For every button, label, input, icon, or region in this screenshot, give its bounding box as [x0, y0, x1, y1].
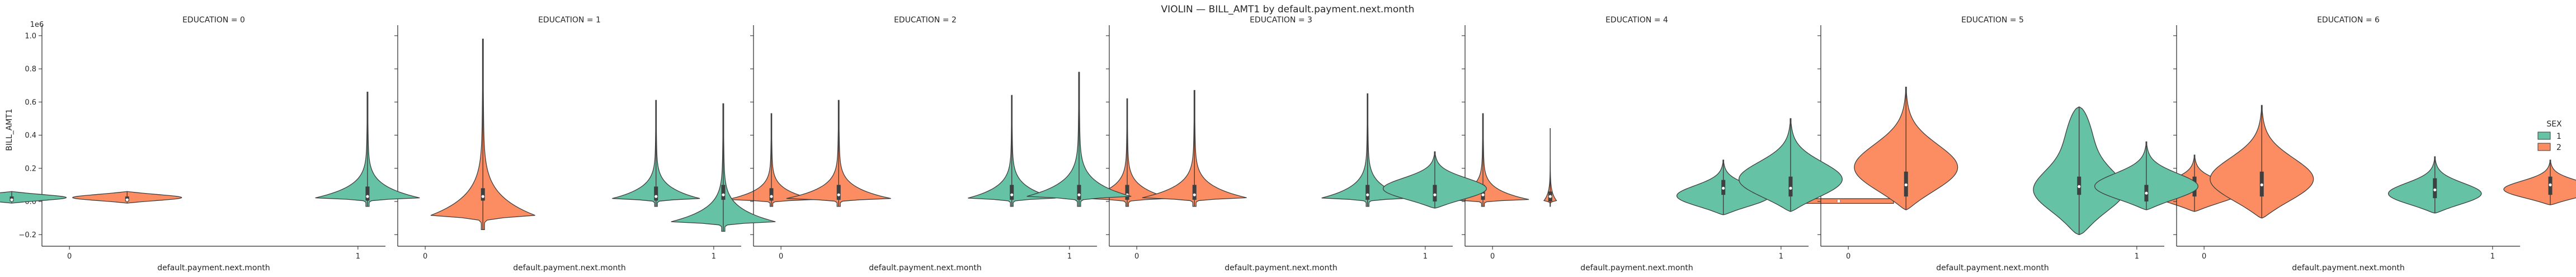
facet-panel-3: 0 1 default.payment.next.month EDUCATION = … — [1026, 16, 1529, 273]
facet-title: EDUCATION = 3 — [1250, 16, 1312, 25]
x-tick-label: 1 — [1423, 252, 1428, 261]
y-tick-label: 0.4 — [25, 132, 36, 140]
facet-title: EDUCATION = 0 — [182, 16, 245, 25]
violin-edu6-cat1-sex2 — [2503, 159, 2576, 205]
facet-panel-6: 0 1 default.payment.next.month EDUCATION = … — [2094, 16, 2576, 273]
violin-median — [1193, 193, 1196, 196]
violin-iqr-box — [1788, 176, 1793, 197]
y-tick-label: 1.0 — [25, 32, 36, 40]
facet-title: EDUCATION = 1 — [538, 16, 601, 25]
violin-median — [770, 195, 773, 198]
x-tick-label: 1 — [712, 252, 716, 261]
violin-median — [837, 193, 840, 196]
facet-title: EDUCATION = 4 — [1605, 16, 1668, 25]
legend: SEX 1 2 — [2537, 120, 2562, 152]
y-tick-label: 0.6 — [25, 98, 36, 107]
violin-median — [1837, 199, 1840, 203]
facet-title: EDUCATION = 2 — [894, 16, 957, 25]
y-tick-label: −0.2 — [18, 231, 36, 240]
legend-swatch-2 — [2537, 143, 2551, 151]
violin-median — [2078, 185, 2081, 188]
x-tick-label: 0 — [1846, 252, 1850, 261]
x-tick-label: 1 — [2490, 252, 2495, 261]
legend-label-2: 2 — [2556, 143, 2561, 152]
x-axis-label: default.payment.next.month — [513, 264, 625, 273]
violin-median — [481, 195, 484, 198]
facet-panel-2: 0 1 default.payment.next.month EDUCATION = … — [671, 16, 1171, 273]
legend-swatch-1 — [2537, 132, 2551, 140]
violin-iqr-box — [1125, 185, 1129, 200]
x-tick-label: 0 — [779, 252, 783, 261]
violin-median — [1789, 186, 1792, 190]
violin-median — [2549, 183, 2552, 187]
x-axis-label: default.payment.next.month — [1580, 264, 1693, 273]
x-tick-label: 0 — [2202, 252, 2206, 261]
y-axis-label: BILL_AMT1 — [5, 109, 14, 151]
violin-median — [722, 193, 725, 196]
figure-title: VIOLIN — BILL_AMT1 by default.payment.ne… — [1161, 4, 1415, 15]
violin-median — [1433, 193, 1437, 196]
violin-median — [1904, 183, 1908, 187]
violin-median — [654, 195, 658, 198]
violin-iqr-box — [481, 188, 485, 201]
violin-median — [2145, 191, 2148, 195]
violin-iqr-box — [769, 188, 774, 201]
y-tick-label: 0.2 — [25, 165, 36, 173]
facet-panel-5: 0 1 default.payment.next.month EDUCATION = … — [1738, 16, 2241, 273]
violin-iqr-box — [1077, 185, 1081, 200]
facet-title: EDUCATION = 6 — [2317, 16, 2380, 25]
violin-median — [2260, 183, 2263, 187]
y-offset-label: 1e6 — [30, 21, 44, 29]
legend-title: SEX — [2546, 120, 2562, 129]
x-axis-label: default.payment.next.month — [157, 264, 270, 273]
violin-median — [1722, 186, 1725, 190]
x-tick-label: 0 — [423, 252, 427, 261]
violin-iqr-box — [365, 186, 370, 201]
facet-panels: −0.20.00.20.40.60.81.00 1default.payment.… — [0, 16, 2576, 273]
violin-median — [366, 195, 369, 198]
violin-median — [1077, 193, 1081, 196]
violin-iqr-box — [721, 185, 726, 200]
y-tick-label: 0.8 — [25, 65, 36, 74]
violin-median — [2433, 188, 2437, 191]
violin-iqr-box — [1010, 185, 1014, 200]
x-tick-label: 1 — [356, 252, 360, 261]
violin-iqr-box — [1365, 185, 1370, 200]
x-tick-label: 0 — [1490, 252, 1495, 261]
x-axis-label: default.payment.next.month — [1225, 264, 1337, 273]
x-tick-label: 1 — [1779, 252, 1783, 261]
facet-title: EDUCATION = 5 — [1961, 16, 2024, 25]
legend-label-1: 1 — [2556, 132, 2561, 141]
facet-panel-4: 0 1 default.payment.next.month EDUCATION = … — [1382, 16, 1894, 273]
x-axis-label: default.payment.next.month — [869, 264, 981, 273]
x-axis-label: default.payment.next.month — [2292, 264, 2404, 273]
facet-panel-1: 0 1 default.payment.next.month EDUCATION = … — [315, 16, 816, 273]
violin-median — [125, 198, 129, 201]
violin-iqr-box — [2433, 178, 2437, 199]
x-axis-label: default.payment.next.month — [1936, 264, 2048, 273]
violin-edu0-cat0-sex1 — [0, 191, 67, 204]
x-tick-label: 0 — [67, 252, 72, 261]
x-tick-label: 1 — [1067, 252, 1072, 261]
violin-iqr-box — [1433, 185, 1437, 202]
violin-median — [1548, 195, 1552, 198]
violin-iqr-box — [836, 185, 841, 200]
violin-iqr-box — [654, 186, 658, 201]
x-tick-label: 0 — [1134, 252, 1139, 261]
violin-iqr-box — [1192, 185, 1197, 200]
violin-median — [1010, 193, 1014, 196]
violin-median — [1366, 193, 1369, 196]
facet-panel-0: −0.20.00.20.40.60.81.00 1default.payment.… — [0, 16, 385, 273]
violin-median — [10, 198, 13, 201]
violin-median — [1481, 193, 1485, 196]
x-tick-label: 1 — [2135, 252, 2139, 261]
